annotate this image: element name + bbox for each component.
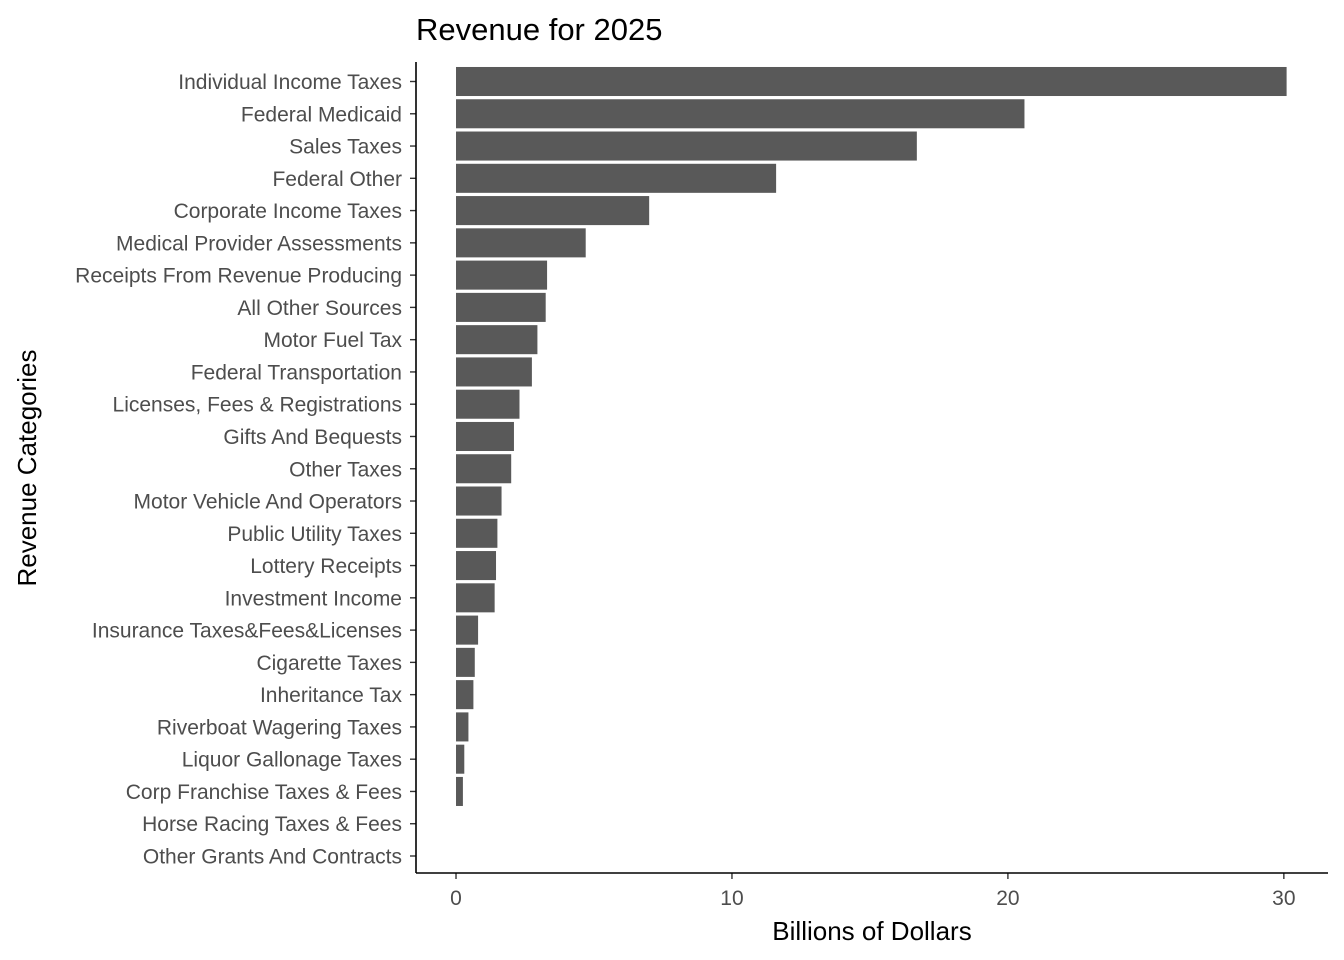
chart-title: Revenue for 2025 <box>416 12 662 47</box>
y-tick-label-14: Public Utility Taxes <box>227 523 402 546</box>
y-tick-label-5: Medical Provider Assessments <box>116 232 402 255</box>
bar-8 <box>456 325 538 355</box>
bar-21 <box>456 744 465 774</box>
y-tick-label-9: Federal Transportation <box>191 361 402 384</box>
bar-6 <box>456 260 548 290</box>
bar-5 <box>456 228 586 258</box>
bar-10 <box>456 389 520 419</box>
bar-12 <box>456 454 512 484</box>
y-tick-label-17: Insurance Taxes&Fees&Licenses <box>92 620 402 643</box>
y-tick-label-4: Corporate Income Taxes <box>174 200 402 223</box>
bar-4 <box>456 196 650 226</box>
y-tick-label-16: Investment Income <box>225 587 402 610</box>
bar-20 <box>456 712 469 742</box>
x-tick-label-1: 10 <box>720 887 743 910</box>
y-tick-label-22: Corp Franchise Taxes & Fees <box>126 781 402 804</box>
x-tick-label-2: 20 <box>996 887 1019 910</box>
bar-18 <box>456 647 475 677</box>
bar-22 <box>456 776 463 806</box>
y-axis-title: Revenue Categories <box>12 349 42 586</box>
y-tick-label-19: Inheritance Tax <box>260 684 403 707</box>
bar-9 <box>456 357 532 387</box>
bar-3 <box>456 163 777 193</box>
y-tick-label-24: Other Grants And Contracts <box>143 846 402 869</box>
x-tick-label-0: 0 <box>450 887 462 910</box>
x-tick-label-3: 30 <box>1272 887 1295 910</box>
bar-17 <box>456 615 479 645</box>
y-tick-label-2: Sales Taxes <box>289 136 402 159</box>
bar-13 <box>456 486 502 516</box>
bar-1 <box>456 99 1025 129</box>
y-tick-label-18: Cigarette Taxes <box>256 652 402 675</box>
y-tick-label-8: Motor Fuel Tax <box>264 329 403 352</box>
y-tick-label-15: Lottery Receipts <box>250 555 402 578</box>
bar-11 <box>456 421 514 452</box>
y-tick-label-10: Licenses, Fees & Registrations <box>113 394 402 417</box>
y-tick-label-20: Riverboat Wagering Taxes <box>157 716 402 739</box>
y-tick-label-21: Liquor Gallonage Taxes <box>182 749 402 772</box>
bar-2 <box>456 131 917 161</box>
y-tick-label-12: Other Taxes <box>289 458 402 481</box>
bars-group <box>456 66 1287 806</box>
x-axis-title: Billions of Dollars <box>772 916 971 946</box>
y-tick-label-1: Federal Medicaid <box>241 103 402 126</box>
y-tick-label-0: Individual Income Taxes <box>178 71 402 94</box>
bar-19 <box>456 680 474 710</box>
bar-16 <box>456 583 495 613</box>
bar-7 <box>456 292 546 322</box>
y-tick-label-6: Receipts From Revenue Producing <box>75 265 402 288</box>
bar-15 <box>456 551 497 581</box>
y-axis-ticks: Individual Income Taxes Federal Medicaid S… <box>75 71 416 869</box>
y-tick-label-7: All Other Sources <box>237 297 402 320</box>
x-axis-ticks: 0 10 20 30 <box>450 873 1296 910</box>
y-tick-label-23: Horse Racing Taxes & Fees <box>142 813 402 836</box>
y-tick-label-11: Gifts And Bequests <box>223 426 402 449</box>
bar-0 <box>456 66 1287 97</box>
bar-14 <box>456 518 498 548</box>
y-tick-label-3: Federal Other <box>272 168 402 191</box>
y-tick-label-13: Motor Vehicle And Operators <box>134 491 402 514</box>
